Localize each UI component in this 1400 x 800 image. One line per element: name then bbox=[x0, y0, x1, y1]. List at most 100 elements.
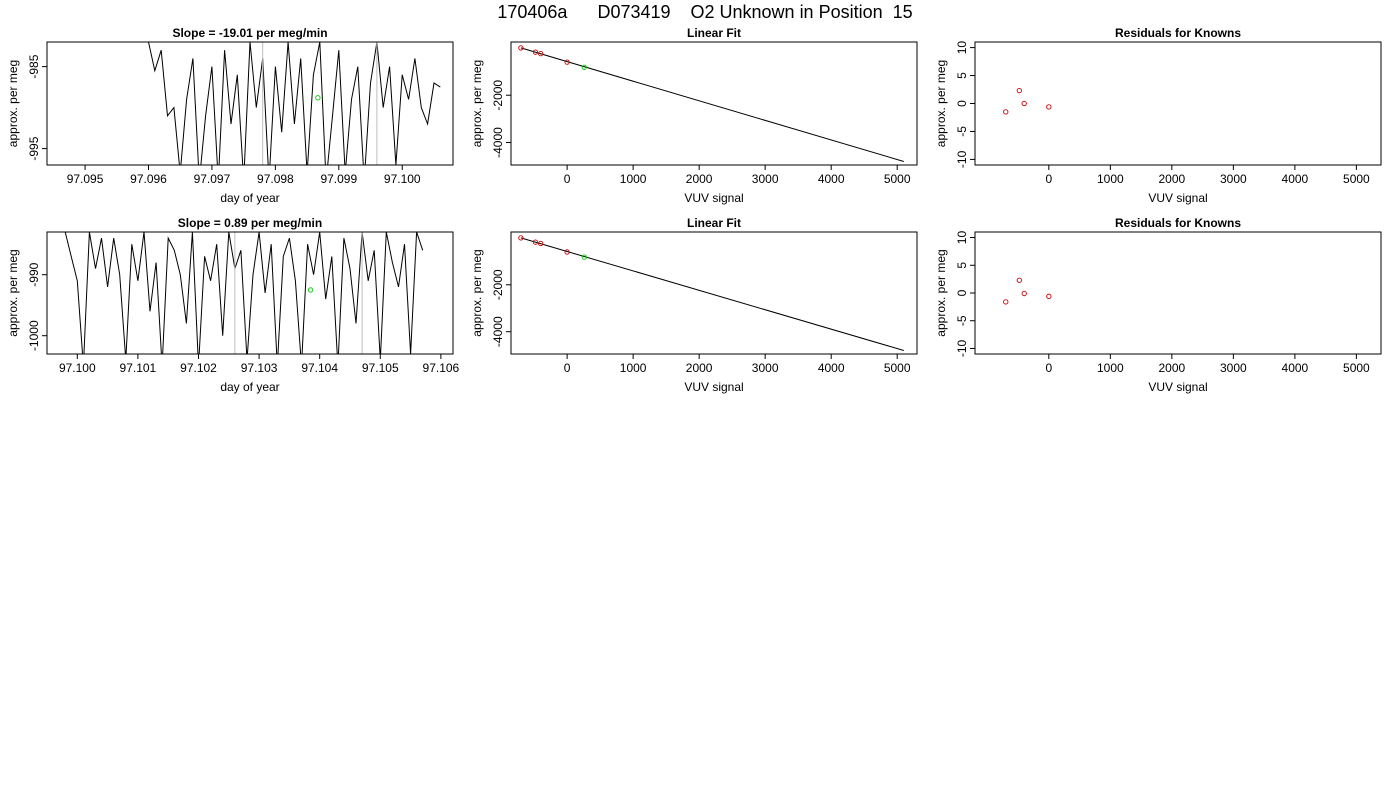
data-point bbox=[1021, 290, 1027, 297]
x-tick-label: 97.097 bbox=[194, 172, 231, 186]
y-tick-label: -4000 bbox=[491, 127, 505, 158]
data-point bbox=[1046, 293, 1052, 299]
x-tick-label: 3000 bbox=[1220, 361, 1247, 375]
x-tick-label: 97.099 bbox=[320, 172, 357, 186]
y-tick-label: -2000 bbox=[491, 269, 505, 300]
y-axis-label: approx. per meg bbox=[934, 249, 948, 336]
x-axis-label: VUV signal bbox=[1148, 191, 1207, 205]
x-tick-label: 5000 bbox=[884, 361, 911, 375]
x-tick-label: 1000 bbox=[620, 172, 647, 186]
data-point bbox=[1021, 100, 1027, 107]
chart-panel-5: Linear Fit 0 1000 2000 3000 4000 5000 -2000 -400… bbox=[470, 216, 918, 394]
y-axis-label: approx. per meg bbox=[6, 60, 20, 147]
panel-title: Residuals for Knowns bbox=[1115, 216, 1241, 230]
data-point bbox=[518, 45, 524, 51]
x-tick-label: 97.105 bbox=[362, 361, 399, 375]
series-line bbox=[148, 42, 441, 165]
data-point bbox=[564, 59, 570, 65]
x-tick-label: 2000 bbox=[686, 361, 713, 375]
data-point bbox=[538, 50, 544, 57]
data-point bbox=[581, 254, 587, 260]
x-tick-label: 5000 bbox=[884, 172, 911, 186]
x-tick-label: 97.100 bbox=[59, 361, 96, 375]
chart-panel-6: Residuals for Knowns 0 1000 2000 3000 4000 500… bbox=[934, 216, 1382, 394]
data-point bbox=[1003, 299, 1009, 305]
plot-frame bbox=[510, 231, 918, 355]
series-line bbox=[64, 232, 424, 354]
y-tick-label: -1000 bbox=[27, 320, 41, 351]
x-tick-label: 1000 bbox=[1097, 361, 1124, 375]
x-tick-label: 3000 bbox=[752, 361, 779, 375]
data-point bbox=[564, 249, 570, 255]
page-title: 170406a D073419 O2 Unknown in Position 1… bbox=[497, 2, 913, 22]
x-tick-label: 2000 bbox=[686, 172, 713, 186]
x-tick-label: 0 bbox=[1045, 361, 1052, 375]
x-tick-label: 97.102 bbox=[180, 361, 217, 375]
y-tick-label: 10 bbox=[955, 231, 969, 245]
y-axis-label: approx. per meg bbox=[934, 60, 948, 147]
x-axis-label: VUV signal bbox=[684, 191, 743, 205]
data-point bbox=[1016, 277, 1022, 283]
x-tick-label: 97.096 bbox=[130, 172, 167, 186]
data-point bbox=[532, 49, 539, 55]
x-tick-label: 5000 bbox=[1343, 361, 1370, 375]
panel-title: Slope = 0.89 per meg/min bbox=[178, 216, 322, 230]
plot-frame bbox=[46, 231, 454, 355]
x-tick-label: 97.106 bbox=[423, 361, 460, 375]
data-point bbox=[1046, 104, 1052, 110]
x-axis-label: day of year bbox=[220, 380, 279, 394]
x-tick-label: 2000 bbox=[1158, 172, 1185, 186]
x-tick-label: 0 bbox=[1045, 172, 1052, 186]
plot-frame bbox=[974, 231, 1382, 355]
x-tick-label: 97.104 bbox=[301, 361, 338, 375]
x-tick-label: 97.101 bbox=[120, 361, 157, 375]
data-point bbox=[581, 64, 587, 70]
series-line bbox=[520, 47, 904, 162]
x-tick-label: 97.100 bbox=[384, 172, 421, 186]
panel-title: Slope = -19.01 per meg/min bbox=[172, 26, 327, 40]
data-point bbox=[1003, 109, 1009, 115]
chart-panel-3: Residuals for Knowns 0 1000 2000 3000 4000 500… bbox=[934, 26, 1382, 205]
x-tick-label: 1000 bbox=[620, 361, 647, 375]
x-axis-label: day of year bbox=[220, 191, 279, 205]
x-tick-label: 97.103 bbox=[241, 361, 278, 375]
y-tick-label: 5 bbox=[955, 262, 969, 269]
data-point bbox=[538, 240, 544, 247]
y-tick-label: -2000 bbox=[491, 80, 505, 111]
y-tick-label: 10 bbox=[955, 41, 969, 55]
x-tick-label: 0 bbox=[564, 361, 571, 375]
data-point bbox=[532, 239, 539, 245]
panel-title: Linear Fit bbox=[687, 26, 741, 40]
x-axis-label: VUV signal bbox=[1148, 380, 1207, 394]
chart-panel-1: Slope = -19.01 per meg/min 97.095 97.096 97… bbox=[6, 26, 454, 205]
panel-title: Residuals for Knowns bbox=[1115, 26, 1241, 40]
x-tick-label: 0 bbox=[564, 172, 571, 186]
plot-area bbox=[64, 232, 424, 354]
x-tick-label: 5000 bbox=[1343, 172, 1370, 186]
series-line bbox=[520, 237, 904, 351]
plot-frame bbox=[46, 41, 454, 166]
y-tick-label: -5 bbox=[955, 126, 969, 137]
plot-area bbox=[148, 42, 441, 165]
y-axis-label: approx. per meg bbox=[470, 249, 484, 336]
plot-frame bbox=[974, 41, 1382, 166]
y-tick-label: 5 bbox=[955, 72, 969, 79]
plot-area bbox=[1003, 277, 1052, 305]
y-axis-label: approx. per meg bbox=[6, 249, 20, 336]
x-tick-label: 4000 bbox=[1282, 172, 1309, 186]
y-tick-label: -990 bbox=[27, 262, 41, 286]
y-axis-label: approx. per meg bbox=[470, 60, 484, 147]
x-tick-label: 97.095 bbox=[67, 172, 104, 186]
y-tick-label: -10 bbox=[955, 339, 969, 357]
x-tick-label: 2000 bbox=[1158, 361, 1185, 375]
y-tick-label: 0 bbox=[955, 289, 969, 296]
x-axis-label: VUV signal bbox=[684, 380, 743, 394]
x-tick-label: 1000 bbox=[1097, 172, 1124, 186]
data-point bbox=[1016, 87, 1022, 94]
data-point bbox=[518, 235, 524, 241]
y-tick-label: -10 bbox=[955, 150, 969, 168]
data-point bbox=[315, 95, 321, 101]
y-tick-label: -4000 bbox=[491, 316, 505, 347]
data-point bbox=[307, 287, 314, 293]
